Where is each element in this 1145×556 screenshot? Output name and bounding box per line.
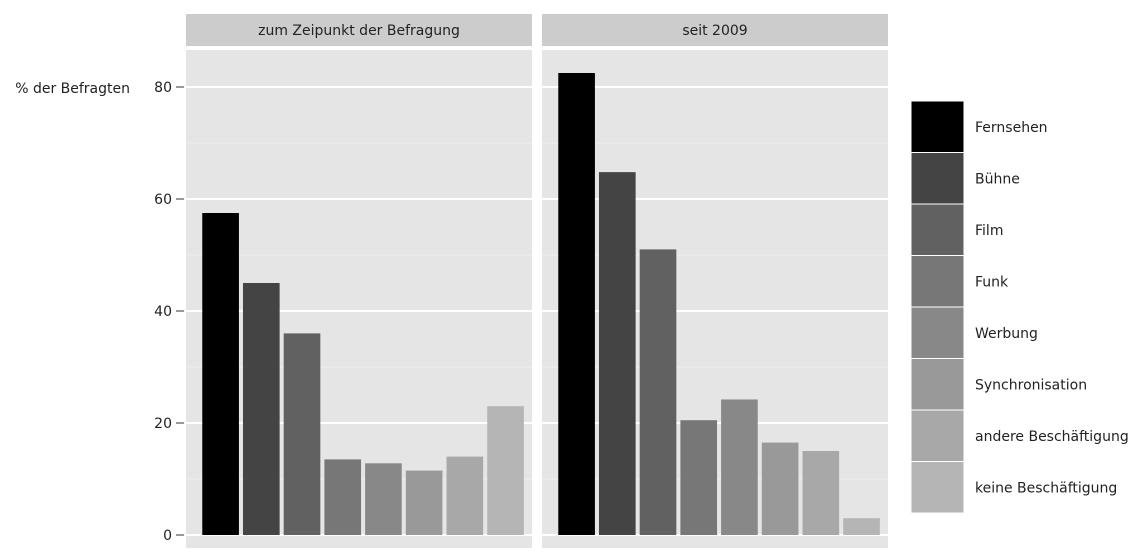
y-axis: % der Befragten 0 20 40 60 80 bbox=[15, 80, 184, 544]
legend-swatch bbox=[910, 203, 965, 256]
bar-funk bbox=[324, 459, 362, 535]
legend-swatch bbox=[910, 358, 965, 411]
legend-swatch bbox=[910, 306, 965, 359]
bar-bühne bbox=[598, 172, 636, 535]
bar-keine-beschäftigung bbox=[843, 518, 880, 535]
facet-strip bbox=[186, 14, 532, 46]
facet-strip-label: zum Zeipunkt der Befragung bbox=[258, 23, 460, 39]
bar-synchronisation bbox=[405, 470, 443, 535]
y-axis-title: % der Befragten bbox=[15, 81, 130, 97]
legend-label: Werbung bbox=[975, 326, 1038, 342]
bar-andere-beschäftigung bbox=[446, 456, 484, 535]
legend-label: andere Beschäftigung bbox=[975, 429, 1129, 445]
legend-label: Synchronisation bbox=[975, 377, 1087, 393]
bar-bühne bbox=[242, 283, 280, 535]
legend-label: keine Beschäftigung bbox=[975, 480, 1117, 496]
bar-film bbox=[283, 333, 321, 535]
y-tick-label: 80 bbox=[154, 80, 172, 96]
bar-synchronisation bbox=[761, 442, 799, 535]
bar-fernsehen bbox=[558, 73, 595, 535]
panels-layer: zum Zeipunkt der Befragung seit 2009 bbox=[186, 14, 888, 548]
panel-2: seit 2009 bbox=[542, 14, 888, 548]
bar-funk bbox=[680, 420, 718, 535]
bar-film bbox=[639, 249, 677, 535]
bar-werbung bbox=[721, 399, 758, 535]
facet-strip-label: seit 2009 bbox=[682, 23, 747, 39]
legend-swatch bbox=[910, 255, 965, 308]
y-tick-label: 60 bbox=[154, 192, 172, 208]
y-tick-label: 0 bbox=[163, 528, 172, 544]
legend-label: Fernsehen bbox=[975, 120, 1048, 136]
legend: Fernsehen Bühne Film Funk Werbung Synchronisa… bbox=[910, 100, 1129, 514]
legend-swatch bbox=[910, 152, 965, 205]
legend-label: Bühne bbox=[975, 171, 1020, 187]
facet-strip bbox=[542, 14, 888, 46]
bar-werbung bbox=[365, 463, 402, 535]
legend-label: Film bbox=[975, 223, 1003, 239]
legend-swatch bbox=[910, 100, 965, 153]
legend-swatch bbox=[910, 409, 965, 462]
bar-keine-beschäftigung bbox=[487, 406, 524, 535]
legend-swatch bbox=[910, 461, 965, 514]
y-tick-label: 20 bbox=[154, 416, 172, 432]
y-tick-label: 40 bbox=[154, 304, 172, 320]
bar-andere-beschäftigung bbox=[802, 451, 840, 535]
panel-1: zum Zeipunkt der Befragung bbox=[186, 14, 532, 548]
bar-fernsehen bbox=[202, 213, 239, 535]
legend-label: Funk bbox=[975, 274, 1009, 290]
